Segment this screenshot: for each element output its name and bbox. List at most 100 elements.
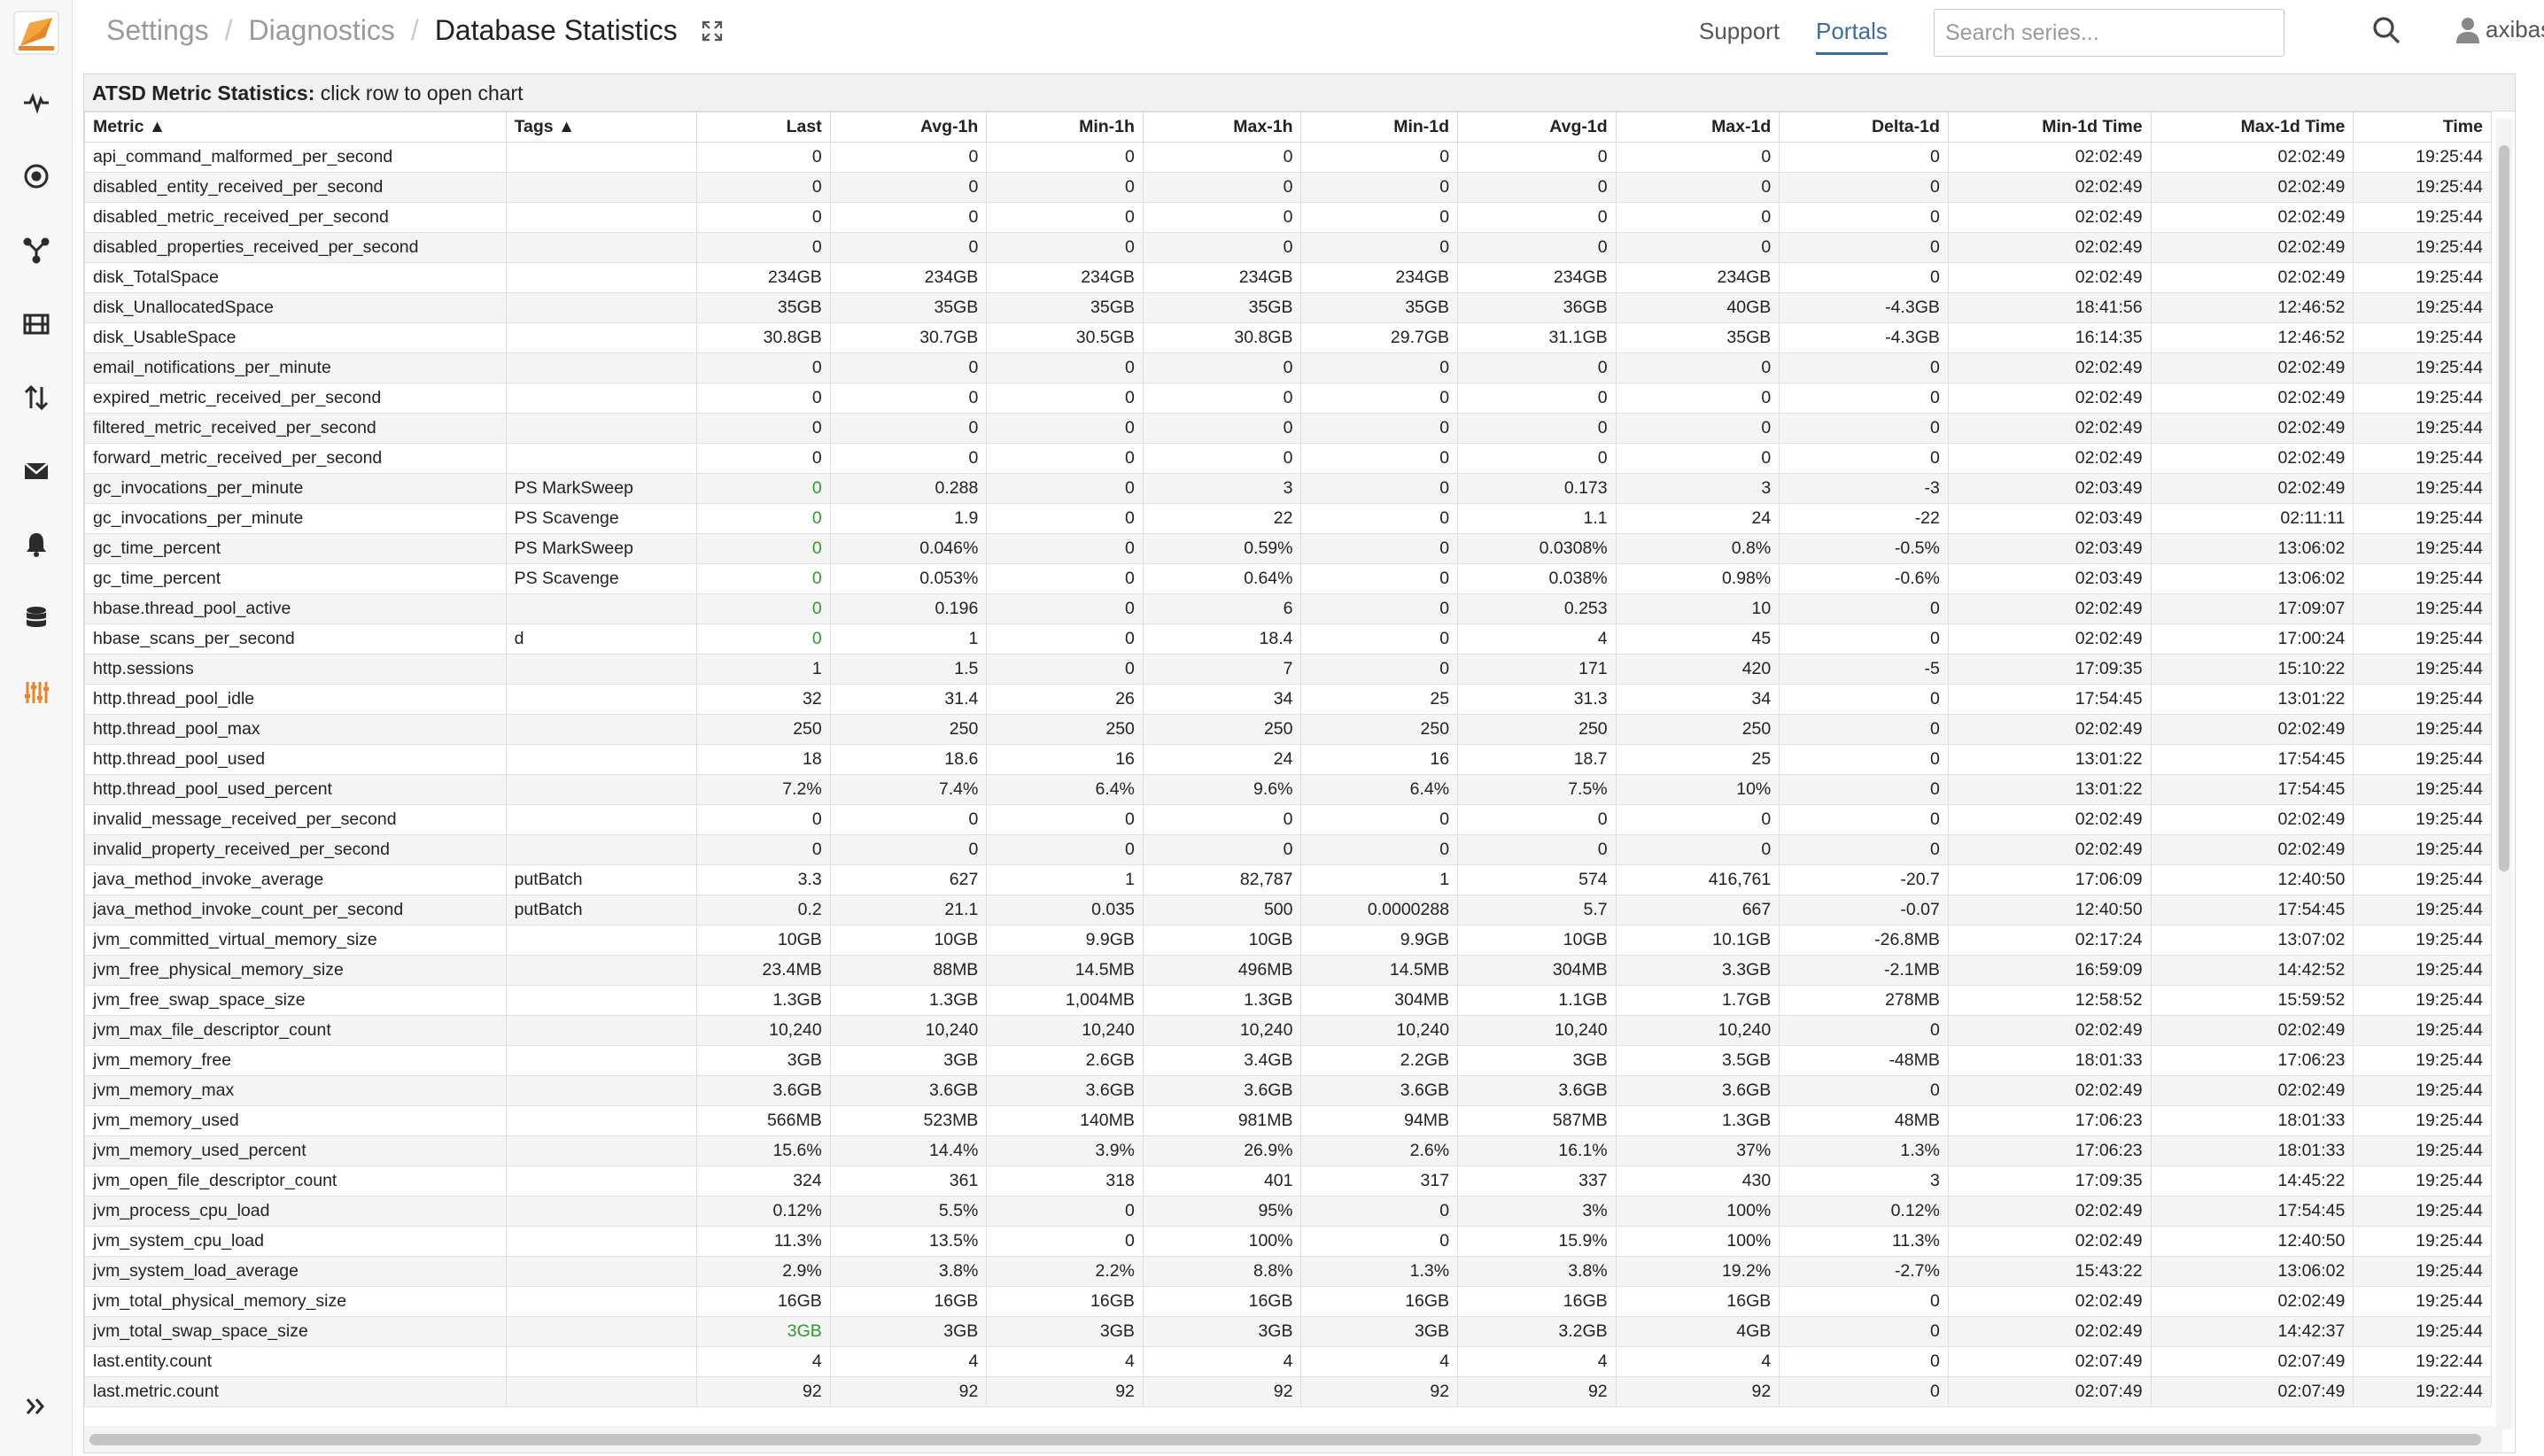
- portals-link[interactable]: Portals: [1816, 18, 1888, 55]
- table-cell: 16.1%: [1457, 1135, 1617, 1166]
- table-row[interactable]: http.thread_pool_used_percent 7.2% 7.4% 6.4…: [84, 774, 2492, 805]
- table-row[interactable]: jvm_process_cpu_load 0.12% 5.5% 0 95% 0 3% 100%…: [84, 1196, 2492, 1227]
- table-row[interactable]: disabled_properties_received_per_second 0…: [84, 232, 2492, 263]
- search-input[interactable]: [1934, 9, 2284, 57]
- breadcrumb-settings[interactable]: Settings: [106, 14, 209, 46]
- table-cell: 48MB: [1779, 1105, 1949, 1136]
- table-cell: [505, 955, 698, 986]
- column-header[interactable]: Last: [696, 112, 831, 143]
- table-row[interactable]: api_command_malformed_per_second 0 0 0 0 0 0 0 0…: [84, 142, 2492, 173]
- table-row[interactable]: gc_time_percent PS MarkSweep 0 0.046% 0 0.59%…: [84, 533, 2492, 564]
- horizontal-scrollbar-thumb[interactable]: [89, 1434, 2481, 1445]
- target-icon[interactable]: [19, 159, 54, 194]
- table-cell: 16GB: [1615, 1286, 1780, 1317]
- column-header[interactable]: Tags ▲: [505, 112, 698, 143]
- table-cell: 0: [1300, 1196, 1459, 1227]
- table-row[interactable]: disabled_metric_received_per_second 0 0 0 0 0…: [84, 202, 2492, 233]
- table-row[interactable]: http.thread_pool_idle 32 31.4 26 34 25 31.3 34 0…: [84, 684, 2492, 715]
- table-cell: 0: [829, 804, 988, 835]
- column-header[interactable]: Metric ▲: [84, 112, 507, 143]
- table-cell: 19:25:44: [2353, 623, 2492, 654]
- breadcrumb-diagnostics[interactable]: Diagnostics: [248, 14, 395, 46]
- table-cell: 0: [1779, 202, 1949, 233]
- table-row[interactable]: jvm_free_swap_space_size 1.3GB 1.3GB 1,004M…: [84, 985, 2492, 1016]
- table-row[interactable]: email_notifications_per_minute 0 0 0 0 0 0 0 0 02…: [84, 352, 2492, 383]
- expand-icon[interactable]: [701, 19, 724, 43]
- table-row[interactable]: jvm_system_load_average 2.9% 3.8% 2.2% 8.8% 1…: [84, 1256, 2492, 1287]
- user-menu[interactable]: axibase: [2455, 16, 2544, 43]
- horizontal-scrollbar[interactable]: [84, 1426, 2502, 1452]
- table-row[interactable]: jvm_memory_used 566MB 523MB 140MB 981MB 94MB 5…: [84, 1105, 2492, 1136]
- table-row[interactable]: forward_metric_received_per_second 0 0 0 0 0 0…: [84, 443, 2492, 474]
- column-header[interactable]: Min-1h: [986, 112, 1144, 143]
- logo-icon[interactable]: [13, 11, 59, 55]
- search-icon[interactable]: [2370, 14, 2402, 46]
- table-row[interactable]: invalid_message_received_per_second 0 0 0 0 0…: [84, 804, 2492, 835]
- table-row[interactable]: disk_UnallocatedSpace 35GB 35GB 35GB 35GB 35G…: [84, 292, 2492, 323]
- table-cell: 15.9%: [1457, 1226, 1617, 1257]
- table-row[interactable]: jvm_free_physical_memory_size 23.4MB 88MB 1…: [84, 955, 2492, 986]
- column-header[interactable]: Avg-1h: [829, 112, 988, 143]
- table-cell: 19:25:44: [2353, 232, 2492, 263]
- column-header[interactable]: Avg-1d: [1457, 112, 1617, 143]
- table-cell: 26: [986, 684, 1144, 715]
- activity-icon[interactable]: [19, 85, 54, 120]
- table-cell: -2.7%: [1779, 1256, 1949, 1287]
- table-row[interactable]: jvm_total_physical_memory_size 16GB 16GB 16…: [84, 1286, 2492, 1317]
- table-row[interactable]: java_method_invoke_average putBatch 3.3 627…: [84, 864, 2492, 895]
- table-row[interactable]: filtered_metric_received_per_second 0 0 0 0 0…: [84, 413, 2492, 444]
- table-row[interactable]: hbase_scans_per_second d 0 1 0 18.4 0 4 45 0 02:02…: [84, 623, 2492, 654]
- column-header[interactable]: Min-1d Time: [1947, 112, 2152, 143]
- vertical-scrollbar-thumb[interactable]: [2499, 145, 2509, 871]
- column-header[interactable]: Delta-1d: [1779, 112, 1949, 143]
- table-cell: 16GB: [696, 1286, 831, 1317]
- table-row[interactable]: jvm_max_file_descriptor_count 10,240 10,24…: [84, 1015, 2492, 1046]
- table-cell: 8.8%: [1142, 1256, 1302, 1287]
- table-row[interactable]: last.metric.count 92 92 92 92 92 92 92 0 02:07:49…: [84, 1376, 2492, 1407]
- table-row[interactable]: hbase.thread_pool_active 0 0.196 0 6 0 0.253 10…: [84, 593, 2492, 624]
- film-icon[interactable]: [19, 306, 54, 342]
- table-row[interactable]: jvm_committed_virtual_memory_size 10GB 10G…: [84, 925, 2492, 956]
- table-cell: 3GB: [1457, 1045, 1617, 1076]
- table-cell: [505, 1105, 698, 1136]
- column-header[interactable]: Time: [2353, 112, 2492, 143]
- fork-icon[interactable]: [19, 233, 54, 268]
- table-row[interactable]: http.thread_pool_used 18 18.6 16 24 16 18.7 25 0…: [84, 744, 2492, 775]
- table-row[interactable]: disk_UsableSpace 30.8GB 30.7GB 30.5GB 30.8GB…: [84, 322, 2492, 353]
- table-row[interactable]: gc_invocations_per_minute PS MarkSweep 0 0.…: [84, 473, 2492, 504]
- table-cell: 19:25:44: [2353, 172, 2492, 203]
- table-row[interactable]: disk_TotalSpace 234GB 234GB 234GB 234GB 234GB…: [84, 262, 2492, 293]
- table-row[interactable]: http.thread_pool_max 250 250 250 250 250 250 25…: [84, 714, 2492, 745]
- vertical-scrollbar[interactable]: [2496, 119, 2512, 1429]
- table-row[interactable]: jvm_total_swap_space_size 3GB 3GB 3GB 3GB 3GB…: [84, 1316, 2492, 1347]
- panel-title: ATSD Metric Statistics: click row to ope…: [84, 74, 2515, 112]
- table-row[interactable]: jvm_memory_used_percent 15.6% 14.4% 3.9% 26.…: [84, 1135, 2492, 1166]
- double-chevron-right-icon[interactable]: [19, 1389, 54, 1424]
- support-link[interactable]: Support: [1699, 18, 1780, 44]
- table-row[interactable]: jvm_open_file_descriptor_count 324 361 318 4…: [84, 1166, 2492, 1197]
- table-row[interactable]: http.sessions 1 1.5 0 7 0 171 420 -5 17:09:35 15:1…: [84, 654, 2492, 685]
- column-header[interactable]: Min-1d: [1300, 112, 1459, 143]
- table-row[interactable]: java_method_invoke_count_per_second putBa…: [84, 895, 2492, 925]
- sliders-icon[interactable]: [19, 675, 54, 710]
- column-header[interactable]: Max-1d Time: [2150, 112, 2354, 143]
- table-cell: 19:25:44: [2353, 1135, 2492, 1166]
- table-row[interactable]: gc_invocations_per_minute PS Scavenge 0 1.9…: [84, 503, 2492, 534]
- column-header[interactable]: Max-1h: [1142, 112, 1302, 143]
- table-cell: 1.7GB: [1615, 985, 1780, 1016]
- database-icon[interactable]: [19, 600, 54, 636]
- mail-icon[interactable]: [19, 453, 54, 489]
- transfer-icon[interactable]: [19, 380, 54, 415]
- table-row[interactable]: last.entity.count 4 4 4 4 4 4 4 0 02:07:49 02:07:4…: [84, 1346, 2492, 1377]
- table-row[interactable]: jvm_memory_free 3GB 3GB 2.6GB 3.4GB 2.2GB 3GB 3…: [84, 1045, 2492, 1076]
- table-cell: 14:42:52: [2150, 955, 2354, 986]
- bell-icon[interactable]: [19, 527, 54, 562]
- table-row[interactable]: disabled_entity_received_per_second 0 0 0 0 0…: [84, 172, 2492, 203]
- table-row[interactable]: jvm_memory_max 3.6GB 3.6GB 3.6GB 3.6GB 3.6GB 3…: [84, 1075, 2492, 1106]
- table-row[interactable]: gc_time_percent PS Scavenge 0 0.053% 0 0.64% 0…: [84, 563, 2492, 594]
- table-cell: 0: [1779, 142, 1949, 173]
- table-row[interactable]: jvm_system_cpu_load 11.3% 13.5% 0 100% 0 15.9%…: [84, 1226, 2492, 1257]
- table-row[interactable]: expired_metric_received_per_second 0 0 0 0 0 0…: [84, 383, 2492, 414]
- column-header[interactable]: Max-1d: [1615, 112, 1780, 143]
- table-row[interactable]: invalid_property_received_per_second 0 0 0 0…: [84, 834, 2492, 865]
